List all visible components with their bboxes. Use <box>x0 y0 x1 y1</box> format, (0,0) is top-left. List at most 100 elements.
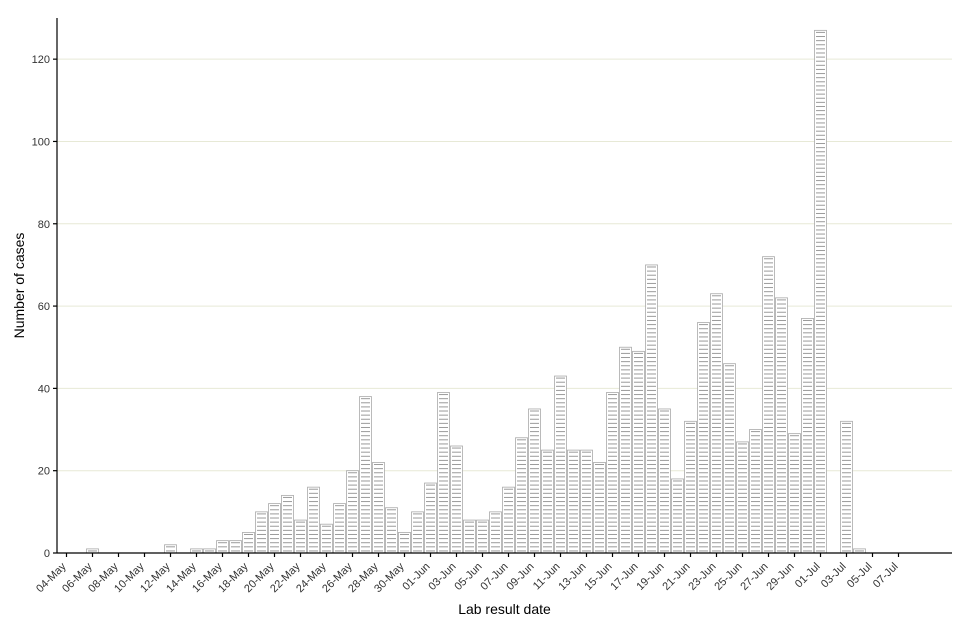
x-tick-label: 17-Jun <box>608 561 640 593</box>
x-tick-label: 13-Jun <box>556 561 588 593</box>
bar <box>632 350 645 554</box>
bars <box>86 29 866 554</box>
bar <box>788 433 801 554</box>
bar-outline <box>515 437 528 554</box>
x-tick-label: 27-Jun <box>738 561 770 593</box>
bar-outline <box>372 462 385 554</box>
y-axis-ticks: 0 20 40 60 80 100 120 <box>32 54 57 560</box>
bar <box>359 396 372 554</box>
bar <box>424 482 437 554</box>
bar-outline <box>476 519 489 554</box>
bar-outline <box>346 470 359 554</box>
bar <box>476 519 489 554</box>
x-tick-label: 25-Jun <box>712 561 744 593</box>
bar <box>580 449 593 554</box>
bar-outline <box>281 494 294 554</box>
bar <box>281 494 294 554</box>
bar <box>736 441 749 554</box>
y-tick-label: 40 <box>38 383 50 395</box>
bar-outline <box>840 420 853 554</box>
x-tick-label: 09-Jun <box>504 561 536 593</box>
bar <box>450 445 463 554</box>
bar <box>398 532 411 554</box>
bar <box>567 449 580 554</box>
x-tick-label: 30-May <box>372 560 407 595</box>
bar-outline <box>359 396 372 554</box>
bar <box>684 420 697 554</box>
bar-outline <box>671 478 684 554</box>
bar <box>541 449 554 554</box>
bar-outline <box>762 256 775 554</box>
bar <box>307 486 320 554</box>
x-tick-label: 05-Jul <box>845 561 875 591</box>
bar <box>203 548 216 554</box>
bar-outline <box>268 503 281 554</box>
y-axis-title: Number of cases <box>11 233 27 339</box>
y-tick-label: 0 <box>44 548 50 560</box>
bar <box>710 293 723 554</box>
x-tick-label: 05-Jun <box>452 561 484 593</box>
x-tick-label: 15-Jun <box>582 561 614 593</box>
bar <box>411 511 424 554</box>
bar-outline <box>593 462 606 554</box>
y-tick-label: 100 <box>32 136 50 148</box>
bar <box>645 264 658 554</box>
bar <box>619 346 632 554</box>
y-tick-label: 20 <box>38 466 50 478</box>
bar <box>255 511 268 554</box>
x-tick-label: 11-Jun <box>531 561 563 593</box>
bar-outline <box>450 445 463 554</box>
bar <box>320 523 333 554</box>
bar <box>489 511 502 554</box>
bar <box>463 519 476 554</box>
bar <box>229 540 242 554</box>
x-axis-title: Lab result date <box>458 601 551 617</box>
bar <box>528 408 541 554</box>
bar-outline <box>294 519 307 554</box>
bar <box>762 256 775 554</box>
bar <box>385 507 398 554</box>
bar <box>437 392 450 554</box>
bar <box>853 548 866 554</box>
x-tick-label: 29-Jun <box>764 561 796 593</box>
bar <box>723 363 736 554</box>
bar <box>606 392 619 554</box>
bar-outline <box>684 420 697 554</box>
x-tick-label: 23-Jun <box>686 561 718 593</box>
bar-outline <box>333 503 346 554</box>
bar <box>554 375 567 554</box>
bar <box>502 486 515 554</box>
x-tick-label: 21-Jun <box>660 561 692 593</box>
x-tick-label: 03-Jun <box>426 561 458 593</box>
bar <box>346 470 359 554</box>
bar <box>749 429 762 554</box>
bar-outline <box>775 297 788 554</box>
y-tick-label: 80 <box>38 219 50 231</box>
y-tick-label: 120 <box>32 54 50 66</box>
bar <box>515 437 528 554</box>
bar <box>333 503 346 554</box>
bar <box>294 519 307 554</box>
bar <box>775 297 788 554</box>
x-tick-label: 01-Jun <box>400 561 432 593</box>
bar <box>814 29 827 554</box>
bar <box>593 462 606 554</box>
x-tick-label: 07-Jun <box>478 561 510 593</box>
y-tick-label: 60 <box>38 301 50 313</box>
bar <box>671 478 684 554</box>
bar <box>268 503 281 554</box>
bar <box>242 532 255 554</box>
bar-outline <box>164 544 177 554</box>
x-axis-ticks: 04-May06-May08-May10-May12-May14-May16-M… <box>34 553 901 595</box>
bar-outline <box>463 519 476 554</box>
x-tick-label: 07-Jul <box>871 561 901 591</box>
bar <box>801 318 814 554</box>
x-tick-label: 01-Jul <box>793 561 823 591</box>
bar <box>658 408 671 554</box>
bar <box>190 548 203 554</box>
x-tick-label: 19-Jun <box>634 561 666 593</box>
bar <box>697 322 710 554</box>
bar <box>86 548 99 554</box>
x-tick-label: 03-Jul <box>819 561 849 591</box>
